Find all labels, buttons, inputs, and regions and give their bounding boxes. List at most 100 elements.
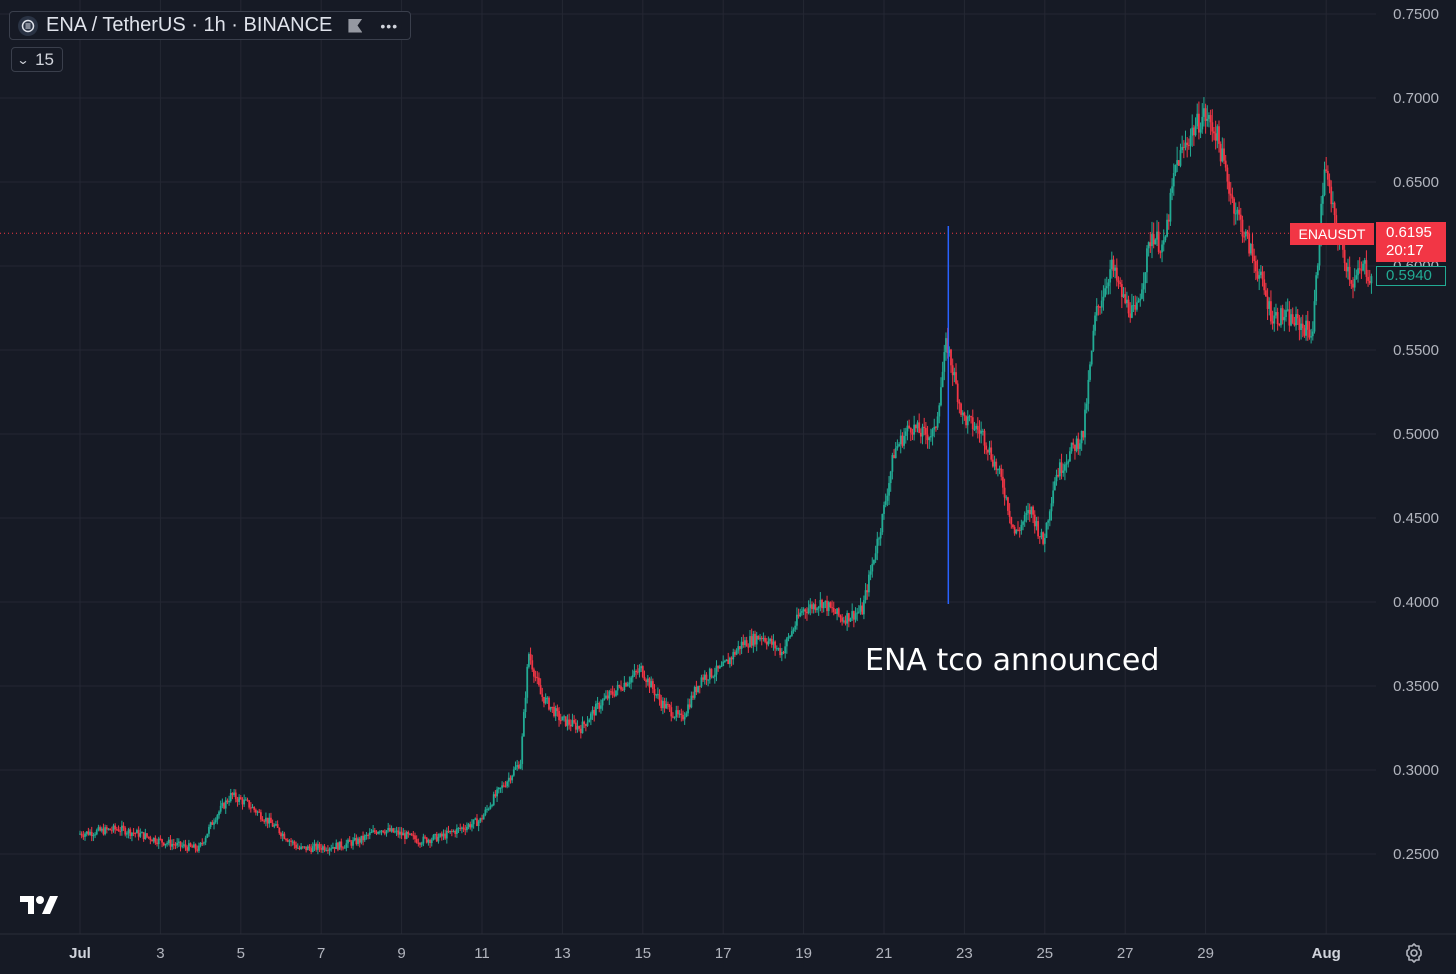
candle-up <box>1172 173 1175 187</box>
candle-down <box>105 827 108 830</box>
candle-down <box>844 620 847 624</box>
candle-down <box>908 425 911 428</box>
candle-up <box>874 553 877 560</box>
candle-up <box>824 600 827 603</box>
candle-up <box>576 726 579 730</box>
candle-down <box>350 841 353 846</box>
candle-up <box>95 830 98 835</box>
candle-down <box>184 844 187 848</box>
candle-down <box>196 849 199 851</box>
candle-down <box>1013 527 1016 534</box>
candle-up <box>767 641 770 645</box>
candle-up <box>511 775 514 781</box>
price-tick-label: 0.4000 <box>1393 594 1439 611</box>
candle-up <box>377 831 380 834</box>
candle-up <box>434 834 436 836</box>
price-tick-label: 0.4500 <box>1393 510 1439 527</box>
candle-down <box>327 850 329 852</box>
candle-up <box>251 807 254 809</box>
flag-icon[interactable] <box>348 18 363 33</box>
candle-down <box>119 831 122 833</box>
candle-down <box>1182 146 1185 148</box>
candle-up <box>1258 275 1261 279</box>
candle-down <box>1345 263 1348 272</box>
candle-down <box>695 686 698 693</box>
candle-down <box>663 700 666 709</box>
candle-down <box>425 837 428 843</box>
candle-down <box>839 615 842 618</box>
candle-down <box>249 807 252 809</box>
candle-up <box>1080 430 1083 444</box>
candle-up <box>1015 529 1018 534</box>
candle-up <box>807 608 810 614</box>
candle-up <box>1139 298 1142 301</box>
indicators-collapse-toggle[interactable]: ⌄ 15 <box>11 47 63 72</box>
candle-up <box>363 835 366 841</box>
candle-up <box>528 654 530 667</box>
settings-gear-icon[interactable] <box>1403 942 1425 964</box>
candle-up <box>489 805 492 809</box>
candle-up <box>273 825 276 827</box>
candle-up <box>486 808 488 810</box>
candle-up <box>452 831 455 833</box>
candle-down <box>179 841 182 847</box>
candle-down <box>151 840 153 842</box>
candle-up <box>851 611 854 619</box>
time-tick-label: 21 <box>876 945 893 962</box>
candle-up <box>1196 113 1199 127</box>
candle-up <box>615 690 617 696</box>
candle-down <box>970 416 972 418</box>
candle-down <box>285 838 287 840</box>
candle-up <box>390 828 393 832</box>
candle-down <box>1134 305 1137 310</box>
candle-up <box>1048 511 1051 521</box>
candle-down <box>280 833 282 837</box>
tradingview-logo-icon[interactable] <box>20 894 60 916</box>
candle-down <box>1038 536 1041 538</box>
candle-up <box>1095 306 1098 316</box>
candle-up <box>313 843 316 847</box>
candle-down <box>971 417 974 430</box>
candle-down <box>362 835 364 841</box>
candle-up <box>822 602 825 609</box>
candle-up <box>883 504 885 514</box>
candle-up <box>812 604 815 610</box>
candle-up <box>526 666 529 698</box>
candle-up <box>275 824 277 826</box>
candle-up <box>916 422 919 429</box>
candle-up <box>394 831 396 833</box>
candle-up <box>544 697 547 704</box>
price-tick-label: 0.7000 <box>1393 90 1439 107</box>
more-dots-icon[interactable]: ••• <box>380 17 399 34</box>
candle-down <box>551 706 554 708</box>
candle-down <box>355 837 358 845</box>
candle-down <box>115 829 118 831</box>
candle-up <box>1084 409 1086 438</box>
candle-up <box>496 789 498 797</box>
candle-up <box>961 412 964 415</box>
candle-down <box>450 830 453 832</box>
candle-up <box>1043 538 1046 544</box>
candle-down <box>760 637 763 639</box>
candle-down <box>1330 186 1333 205</box>
candle-down <box>400 831 403 836</box>
time-tick-label: 27 <box>1117 945 1134 962</box>
candle-down <box>1223 148 1225 161</box>
candle-down <box>278 827 281 834</box>
candle-down <box>258 811 261 813</box>
candle-down <box>142 832 145 840</box>
candle-down <box>1254 261 1257 272</box>
candle-up <box>437 836 440 842</box>
candle-up <box>998 468 1001 470</box>
annotation-text[interactable]: ENA tco announced <box>865 643 1160 678</box>
candle-down <box>923 426 926 429</box>
candle-up <box>628 682 631 684</box>
candle-up <box>1109 269 1112 283</box>
candle-up <box>466 826 468 831</box>
candle-down <box>447 830 450 833</box>
symbol-legend[interactable]: ENA / TetherUS · 1h · BINANCE ••• <box>9 11 411 40</box>
candle-down <box>90 831 93 836</box>
candle-down <box>677 710 679 715</box>
